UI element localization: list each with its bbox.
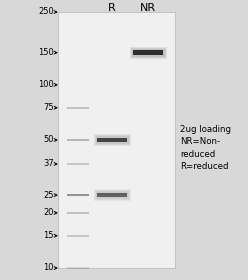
Text: 150: 150 — [38, 48, 54, 57]
Bar — [97, 193, 127, 194]
Text: 15: 15 — [43, 231, 54, 240]
Text: 50: 50 — [43, 136, 54, 144]
Bar — [95, 191, 128, 199]
Text: 250: 250 — [38, 8, 54, 17]
Text: R: R — [108, 3, 116, 13]
Bar — [67, 106, 89, 109]
Bar — [58, 12, 175, 268]
Bar — [95, 136, 128, 144]
Bar — [67, 194, 89, 196]
Bar — [97, 138, 127, 139]
Text: 2ug loading
NR=Non-
reduced
R=reduced: 2ug loading NR=Non- reduced R=reduced — [180, 125, 231, 171]
Text: 75: 75 — [43, 103, 54, 112]
Text: NR: NR — [140, 3, 156, 13]
Text: 37: 37 — [43, 159, 54, 169]
Bar — [67, 212, 89, 214]
Bar — [94, 135, 129, 145]
Bar — [133, 50, 163, 55]
Bar — [129, 47, 166, 59]
Bar — [67, 163, 89, 165]
Bar — [131, 49, 164, 57]
Text: 25: 25 — [43, 191, 54, 200]
Text: 10: 10 — [43, 263, 54, 272]
Text: 20: 20 — [43, 208, 54, 217]
Bar — [94, 190, 129, 200]
Bar — [133, 50, 163, 52]
Bar — [97, 193, 127, 197]
Bar — [67, 139, 89, 141]
Bar — [93, 189, 130, 201]
Bar — [130, 48, 165, 58]
Bar — [97, 138, 127, 142]
Bar — [67, 235, 89, 237]
Bar — [93, 134, 130, 146]
Bar — [67, 267, 89, 269]
Text: 100: 100 — [38, 80, 54, 89]
